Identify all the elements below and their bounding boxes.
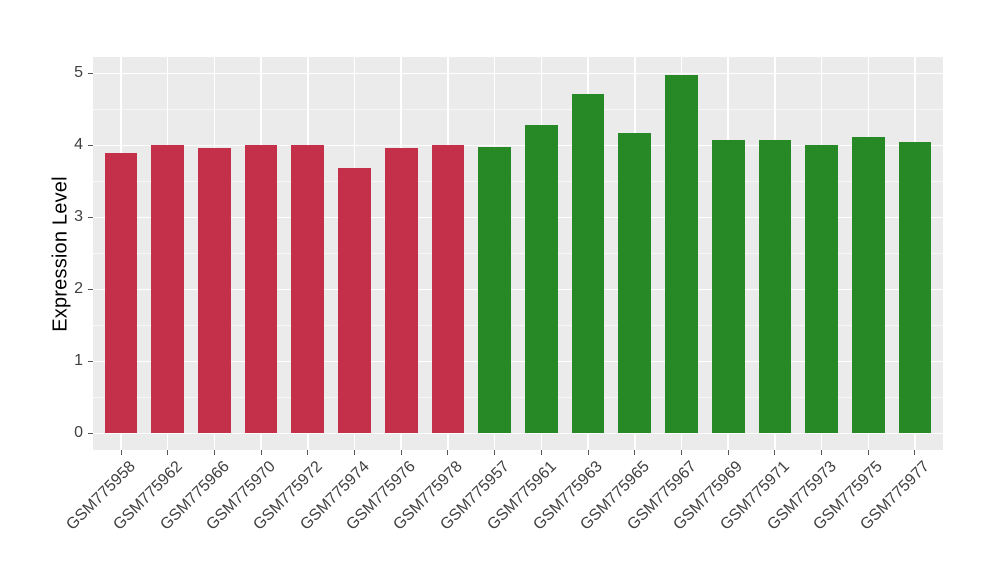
bar-GSM775967 — [665, 74, 698, 434]
bar-GSM775965 — [618, 133, 652, 434]
gridline-major-y — [93, 288, 943, 291]
bar-GSM775974 — [338, 167, 371, 434]
gridline-minor-y — [93, 252, 943, 254]
bar-GSM775970 — [244, 145, 278, 434]
bar-GSM775975 — [851, 136, 885, 434]
gridline-major-y — [93, 72, 943, 75]
bar-GSM775958 — [104, 153, 138, 434]
bar-GSM775977 — [898, 142, 932, 434]
x-tick-mark — [587, 450, 589, 455]
x-tick-mark — [213, 450, 215, 455]
x-tick-mark — [447, 450, 449, 455]
bar-GSM775972 — [291, 145, 325, 434]
bar-GSM775978 — [431, 144, 465, 434]
y-tick-mark — [88, 288, 93, 290]
y-tick-label: 5 — [74, 64, 83, 82]
y-tick-mark — [88, 144, 93, 146]
x-tick-mark — [400, 450, 402, 455]
x-tick-mark — [540, 450, 542, 455]
y-tick-label: 4 — [74, 136, 83, 154]
gridline-major-y — [93, 144, 943, 147]
bar-GSM775966 — [198, 148, 231, 434]
gridline-major-y — [93, 216, 943, 219]
plot-panel — [93, 57, 943, 450]
x-tick-mark — [354, 450, 356, 455]
bar-GSM775973 — [805, 145, 838, 434]
gridline-minor-y — [93, 396, 943, 398]
bar-GSM775961 — [525, 125, 558, 434]
y-tick-label: 2 — [74, 280, 83, 298]
y-axis-title: Expression Level — [49, 176, 72, 332]
x-tick-mark — [914, 450, 916, 455]
bar-GSM775971 — [758, 139, 792, 434]
x-tick-mark — [167, 450, 169, 455]
gridline-minor-y — [93, 108, 943, 110]
y-tick-label: 3 — [74, 208, 83, 226]
gridline-minor-y — [93, 324, 943, 326]
y-tick-mark — [88, 216, 93, 218]
gridline-major-y — [93, 360, 943, 363]
bar-GSM775969 — [711, 140, 745, 434]
x-tick-mark — [774, 450, 776, 455]
y-tick-mark — [88, 432, 93, 434]
x-tick-mark — [260, 450, 262, 455]
gridline-minor-y — [93, 180, 943, 182]
gridline-major-y — [93, 432, 943, 435]
x-tick-mark — [821, 450, 823, 455]
bar-GSM775976 — [384, 148, 418, 434]
bar-GSM775962 — [151, 145, 185, 434]
x-tick-mark — [307, 450, 309, 455]
x-tick-mark — [867, 450, 869, 455]
x-tick-mark — [494, 450, 496, 455]
y-tick-label: 1 — [74, 352, 83, 370]
y-tick-mark — [88, 360, 93, 362]
y-tick-mark — [88, 72, 93, 74]
x-tick-mark — [727, 450, 729, 455]
x-tick-mark — [680, 450, 682, 455]
bar-GSM775963 — [571, 94, 605, 434]
x-tick-mark — [120, 450, 122, 455]
bar-GSM775957 — [478, 146, 511, 434]
y-tick-label: 0 — [74, 424, 83, 442]
x-tick-mark — [634, 450, 636, 455]
